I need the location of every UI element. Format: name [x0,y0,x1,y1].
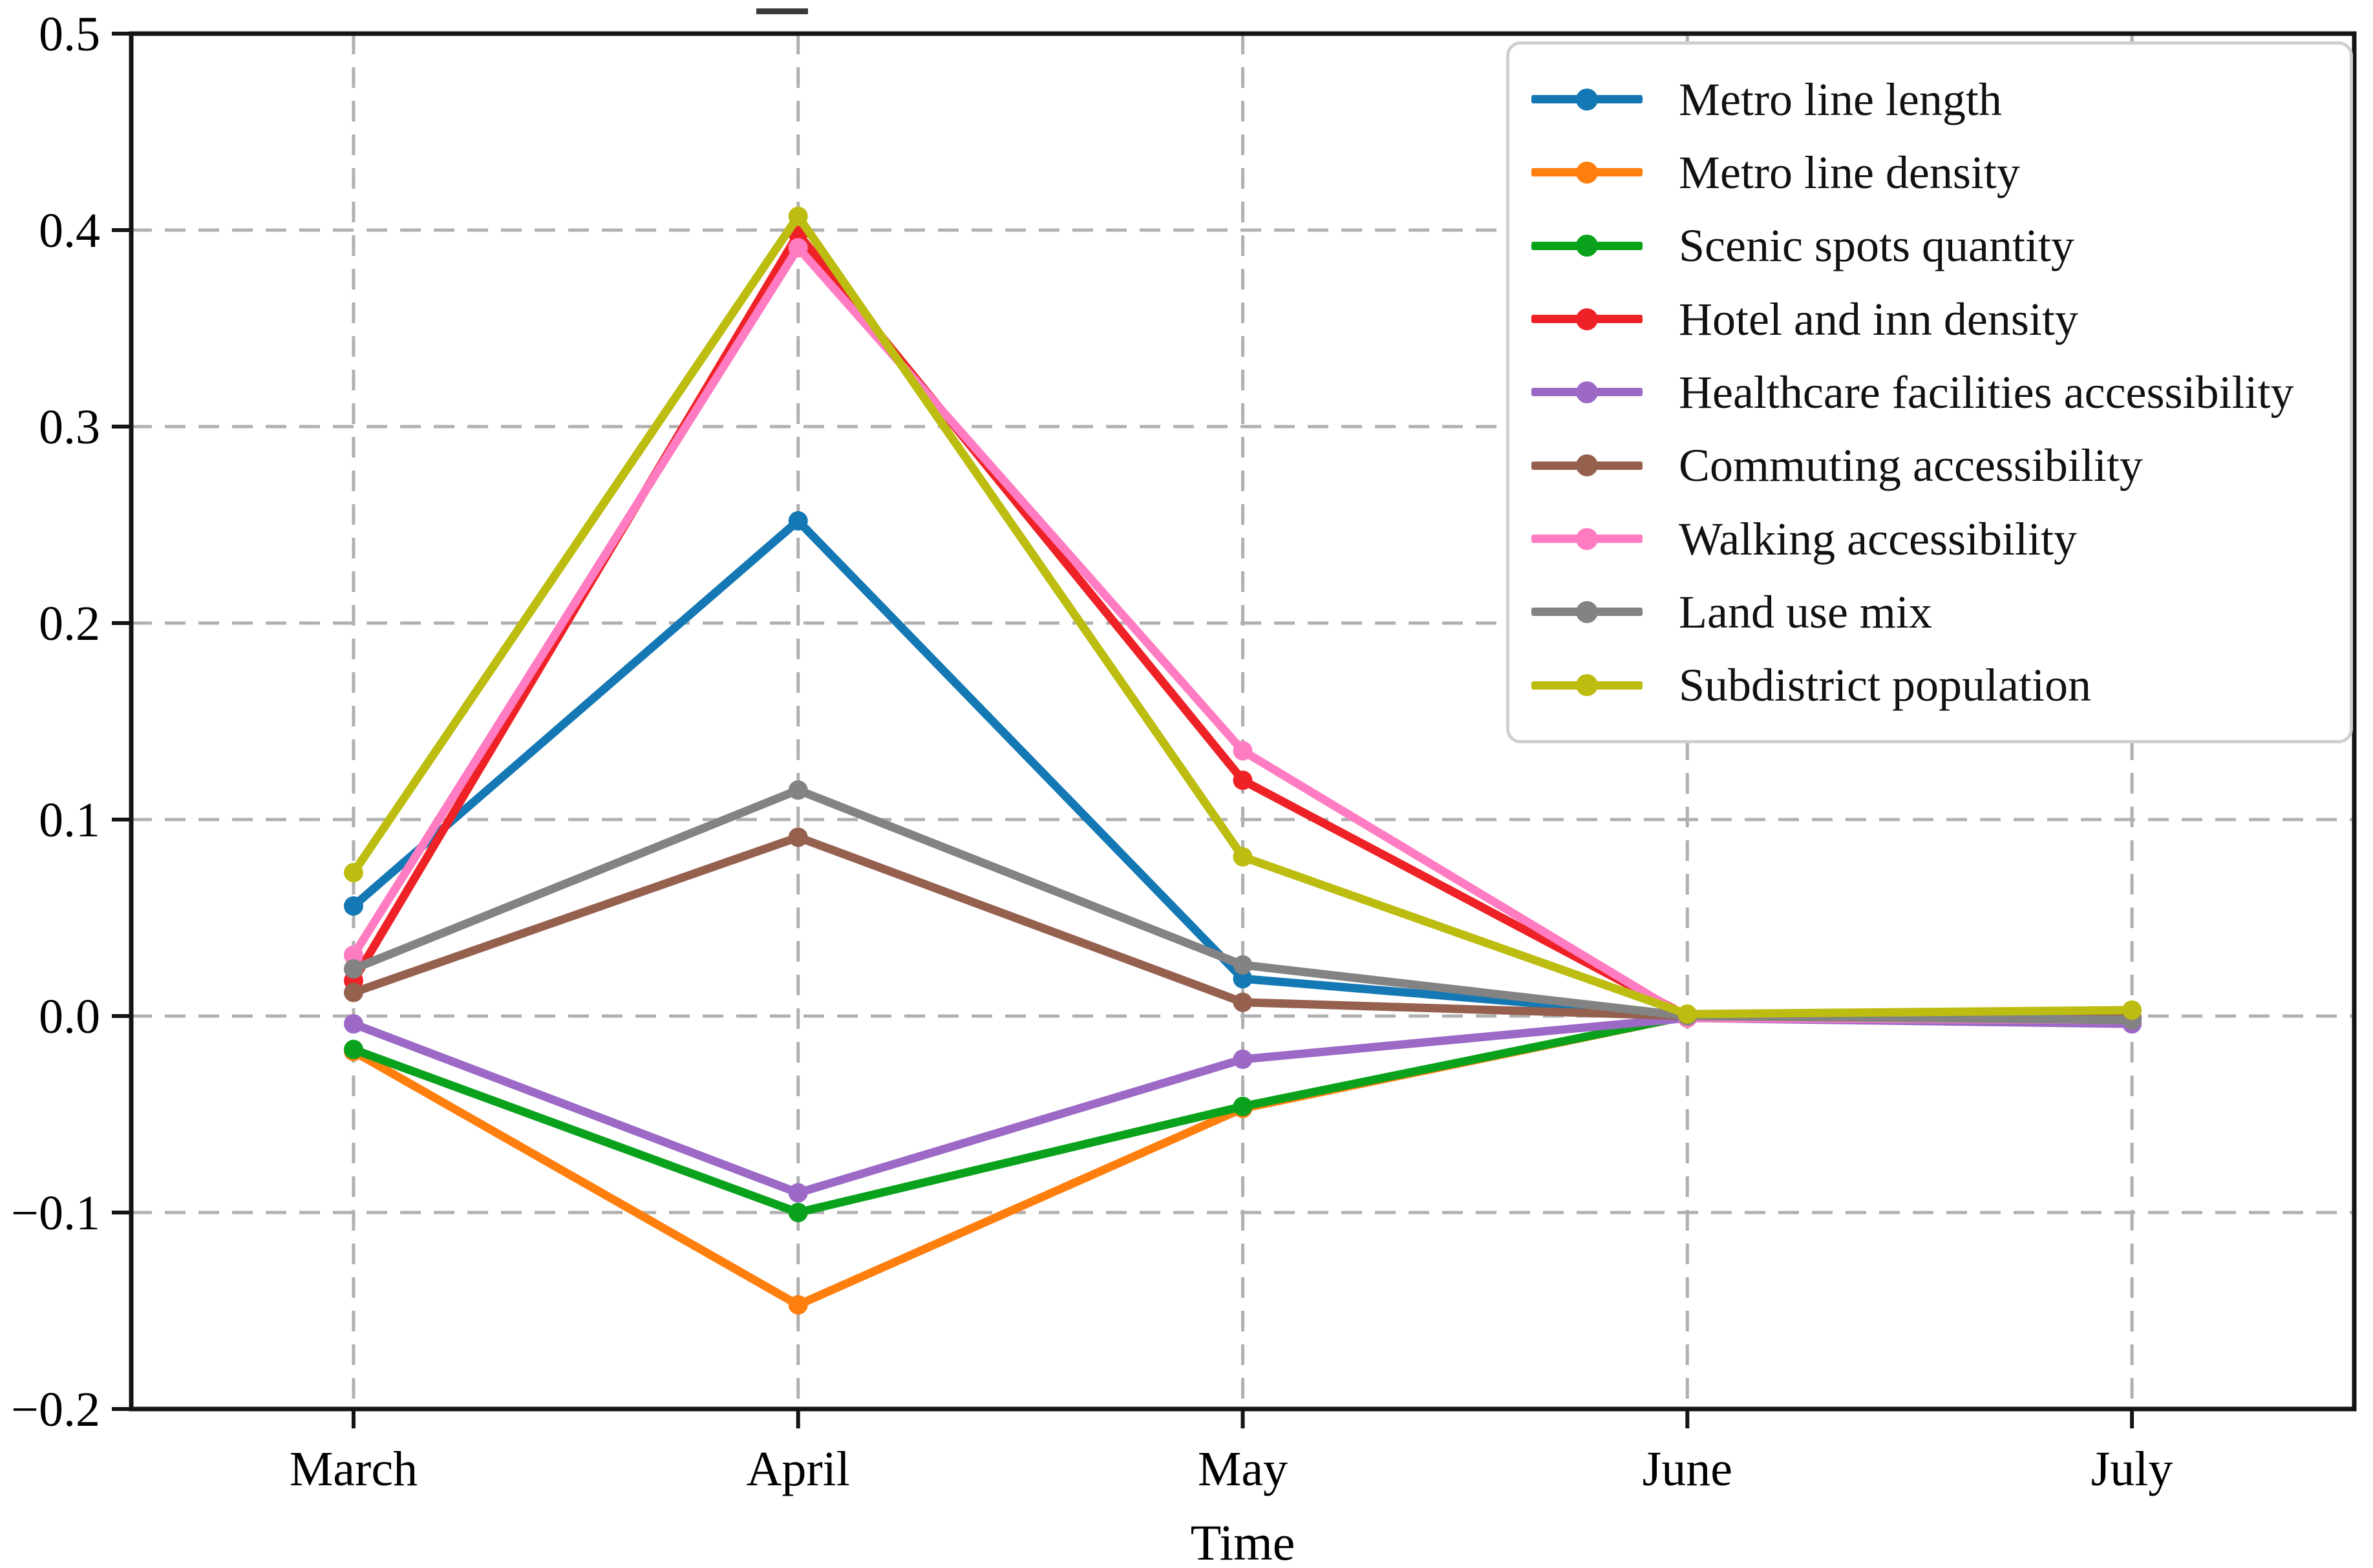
legend-line-swatch [1531,674,1643,697]
legend-item-walking-accessibility: Walking accessibility [1531,516,2334,562]
y-axis-tick-label: 0.1 [39,793,100,847]
series-marker-healthcare-facilities-accessibility [788,1183,808,1203]
legend-label: Commuting accessibility [1679,440,2143,492]
series-marker-scenic-spots-quantity [343,1039,363,1059]
legend-marker-dot [1576,674,1598,697]
legend-box: Metro line length Metro line density Sceni… [1506,41,2353,743]
x-axis-tick-label: July [2091,1442,2173,1496]
series-marker-healthcare-facilities-accessibility [343,1014,363,1034]
legend-item-scenic-spots-quantity: Scenic spots quantity [1531,222,2334,269]
y-axis-tick-label: 0.3 [39,400,100,454]
legend-label: Scenic spots quantity [1679,220,2074,272]
series-marker-hotel-and-inn-density [1233,770,1253,790]
legend-item-land-use-mix: Land use mix [1531,589,2334,635]
series-marker-subdistrict-population [1677,1004,1697,1024]
y-axis-tick-label: 0.4 [39,204,100,258]
series-marker-metro-line-density [788,1295,808,1315]
series-marker-walking-accessibility [1233,741,1253,761]
legend-marker-dot [1576,527,1598,550]
legend-label: Healthcare facilities accessibility [1679,366,2294,418]
legend-marker-dot [1576,235,1598,257]
legend-marker-dot [1576,600,1598,623]
legend-marker-dot [1576,88,1598,111]
series-marker-walking-accessibility [788,238,808,258]
series-marker-metro-line-length [1233,969,1253,989]
series-marker-land-use-mix [788,780,808,800]
x-axis-tick-label: March [290,1442,418,1496]
legend-label: Hotel and inn density [1679,293,2078,345]
x-axis-tick-label: May [1198,1442,1288,1496]
legend-label: Subdistrict population [1679,659,2091,712]
series-marker-subdistrict-population [1233,847,1253,867]
cropped-title-mark [756,8,808,14]
series-marker-commuting-accessibility [788,827,808,847]
series-marker-metro-line-length [788,511,808,531]
legend-line-swatch [1531,161,1643,184]
y-axis-tick-label: 0.5 [39,7,100,61]
y-axis-tick-label: 0.0 [39,990,100,1044]
series-marker-scenic-spots-quantity [788,1203,808,1222]
y-axis-tick-label: −0.2 [11,1383,100,1437]
x-axis-tick-label: June [1643,1442,1732,1496]
legend-marker-dot [1576,308,1598,330]
legend-label: Land use mix [1679,586,1932,638]
series-marker-land-use-mix [1233,955,1253,975]
series-marker-subdistrict-population [2122,1000,2142,1020]
series-marker-metro-line-length [343,896,363,916]
legend-line-swatch [1531,88,1643,111]
legend-line-swatch [1531,308,1643,330]
legend-item-commuting-accessibility: Commuting accessibility [1531,442,2334,489]
legend-line-swatch [1531,235,1643,257]
series-marker-subdistrict-population [788,206,808,226]
series-marker-commuting-accessibility [1233,992,1253,1012]
legend-line-swatch [1531,527,1643,550]
legend-item-metro-line-length: Metro line length [1531,76,2334,123]
x-axis-title: Time [1190,1514,1295,1568]
legend-label: Metro line length [1679,73,2002,125]
y-axis-tick-label: −0.1 [11,1186,100,1240]
legend-item-hotel-and-inn-density: Hotel and inn density [1531,296,2334,343]
series-marker-subdistrict-population [343,863,363,883]
legend-item-metro-line-density: Metro line density [1531,149,2334,196]
legend-marker-dot [1576,161,1598,184]
legend-label: Metro line density [1679,146,2020,198]
legend-item-subdistrict-population: Subdistrict population [1531,662,2334,708]
legend-marker-dot [1576,381,1598,403]
legend-item-healthcare-facilities-accessibility: Healthcare facilities accessibility [1531,369,2334,416]
series-marker-commuting-accessibility [343,982,363,1002]
series-marker-land-use-mix [343,959,363,979]
legend-line-swatch [1531,454,1643,477]
legend-line-swatch [1531,381,1643,403]
series-marker-healthcare-facilities-accessibility [1233,1049,1253,1069]
x-axis-tick-label: April [746,1442,849,1496]
series-marker-scenic-spots-quantity [1233,1096,1253,1116]
legend-label: Walking accessibility [1679,513,2078,565]
legend-line-swatch [1531,600,1643,623]
y-axis-tick-label: 0.2 [39,597,100,651]
series-marker-walking-accessibility [343,945,363,965]
legend-marker-dot [1576,454,1598,477]
